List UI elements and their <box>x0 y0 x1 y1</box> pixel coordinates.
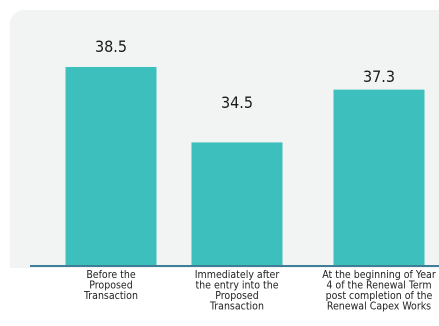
value-label-2: 34.5 <box>221 93 253 112</box>
category-label-3-line-4: Renewal Capex Works <box>327 301 431 313</box>
value-label-1: 38.5 <box>95 37 127 56</box>
category-label-3: At the beginning of Year 4 of the Renewal… <box>322 269 436 313</box>
category-label-2-line-3: Proposed <box>215 290 258 302</box>
category-label-1-line-1: Before the <box>86 269 136 281</box>
value-label-3: 37.3 <box>363 67 395 86</box>
bar-3 <box>333 89 425 265</box>
category-label-1: Before the Proposed Transaction <box>83 269 138 302</box>
category-label-3-line-2: 4 of the Renewal Term <box>326 280 431 292</box>
category-label-2-line-2: the entry into the <box>195 280 278 292</box>
category-label-2: Immediately after the entry into the Propo… <box>195 269 280 313</box>
category-label-2-line-1: Immediately after <box>195 269 280 281</box>
category-label-1-line-3: Transaction <box>83 290 138 302</box>
category-label-3-line-1: At the beginning of Year <box>322 269 436 281</box>
category-label-1-line-2: Proposed <box>89 280 132 292</box>
category-label-3-line-3: post completion of the <box>326 290 433 302</box>
bar-1 <box>65 67 157 265</box>
bar-2 <box>191 142 283 265</box>
category-label-2-line-4: Transaction <box>209 301 264 313</box>
